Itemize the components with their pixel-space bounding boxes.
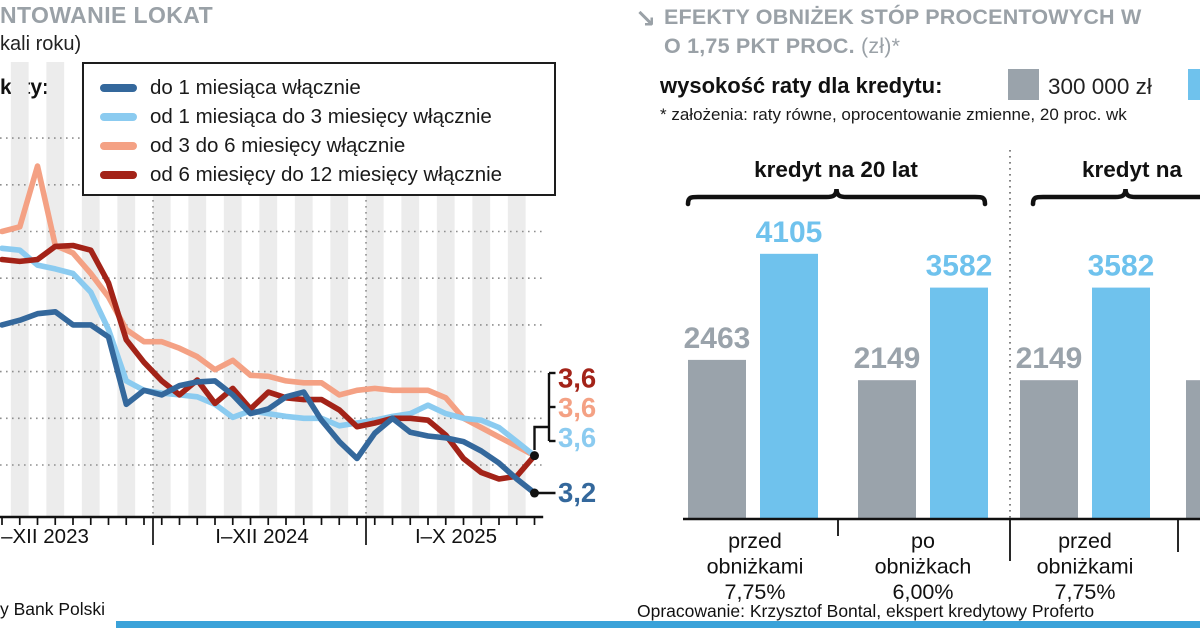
- series-line: [0, 163, 538, 459]
- bar-group-label: przed: [1058, 529, 1112, 553]
- credit-caption: Opracowanie: Krzysztof Bontal, ekspert k…: [637, 601, 1095, 621]
- installment-bar: [760, 253, 818, 519]
- legend-item-label: do 1 miesiąca włącznie: [150, 75, 361, 99]
- assumptions-footnote: * założenia: raty równe, oprocentowanie …: [660, 105, 1127, 124]
- loan-term-section: kredyt na 20 lat 2463 4105 przedobniżkami7,…: [684, 157, 993, 604]
- installment-bar: [1020, 380, 1078, 519]
- loan-300k-swatch: [1008, 69, 1039, 100]
- series-line: [0, 308, 538, 496]
- legend-item-label: od 6 miesięcy do 12 miesięcy włącznie: [150, 162, 503, 186]
- installment-bar: [858, 380, 916, 519]
- section-brace: [1030, 188, 1200, 207]
- source-caption: y Bank Polski: [0, 599, 106, 619]
- trend-arrow-icon: ↘: [635, 5, 656, 33]
- svg-text:3,6: 3,6: [558, 363, 596, 394]
- right-chart-title: EFEKTY OBNIŻEK STÓP PROCENTOWYCH W O 1,7…: [664, 3, 1141, 61]
- loan-installments-bar-chart: kredyt na 20 lat24634105przedobniżkami7,…: [683, 150, 1200, 604]
- installment-bar: [688, 359, 746, 519]
- bar-group-label: obniżkami: [707, 555, 804, 579]
- legend-swatch-icon: [100, 83, 137, 92]
- section-brace: [685, 188, 988, 207]
- svg-text:I–X 2025: I–X 2025: [415, 525, 497, 548]
- right-chart-title-line1: EFEKTY OBNIŻEK STÓP PROCENTOWYCH W: [664, 5, 1142, 29]
- left-chart-title: NTOWANIE LOKAT: [0, 2, 214, 28]
- legend-item-label: od 1 miesiąca do 3 miesięcy włącznie: [150, 104, 492, 128]
- end-value-labels: 3,63,63,63,2: [558, 363, 596, 509]
- legend-swatch-icon: [100, 170, 137, 179]
- bar-group-label: 6,00%: [893, 580, 954, 604]
- legend-item: do 1 miesiąca włącznie: [100, 73, 554, 102]
- legend-item: od 3 do 6 miesięcy włącznie: [100, 131, 554, 160]
- loan-500k-swatch-partial: [1188, 69, 1200, 100]
- bar-group-label: obniżkami: [1037, 555, 1134, 579]
- bar-group-label: po: [911, 529, 935, 553]
- installment-legend-label: wysokość raty dla kredytu:: [660, 73, 943, 98]
- svg-text:3,6: 3,6: [558, 392, 596, 423]
- legend-swatch-icon: [100, 141, 137, 150]
- endpoint-dots: [530, 451, 539, 498]
- bar-value-label: 3582: [1088, 250, 1155, 283]
- bar-value-label: 2149: [1016, 342, 1083, 375]
- bar-value-label: 3582: [926, 250, 993, 283]
- bar-value-label: 4105: [756, 216, 823, 249]
- bar-group-label: przed: [728, 529, 782, 553]
- svg-text:3,6: 3,6: [558, 422, 596, 453]
- bar-value-label: 2463: [684, 322, 751, 355]
- installment-bar-partial: [1186, 380, 1200, 519]
- legend-item: od 1 miesiąca do 3 miesięcy włącznie: [100, 102, 554, 131]
- installment-bar: [1092, 287, 1150, 519]
- bar-group-label: 7,75%: [1055, 580, 1116, 604]
- x-axis: –XII 2023 I–XII 2024 I–X 2025: [0, 515, 544, 548]
- bottom-blue-strip: [116, 621, 1200, 628]
- legend-item: od 6 miesięcy do 12 miesięcy włącznie: [100, 160, 554, 189]
- legend-item-label: od 3 do 6 miesięcy włącznie: [150, 133, 406, 157]
- section-label: kredyt na: [1082, 157, 1183, 182]
- section-label: kredyt na 20 lat: [754, 157, 918, 182]
- series-line: [0, 245, 538, 459]
- installment-bar: [930, 287, 988, 519]
- svg-text:3,2: 3,2: [558, 477, 596, 508]
- left-chart-subtitle: kali roku): [0, 33, 82, 55]
- right-chart-title-line2: O 1,75 PKT PROC. (zł)*: [664, 34, 901, 58]
- legend-swatch-icon: [100, 112, 137, 121]
- svg-text:I–XII 2024: I–XII 2024: [215, 525, 308, 548]
- loan-300k-label: 300 000 zł: [1048, 74, 1152, 99]
- svg-text:–XII 2023: –XII 2023: [1, 525, 89, 548]
- bar-x-axis: [683, 517, 1200, 561]
- bar-group-label: 7,75%: [725, 580, 786, 604]
- bar-group-label: obniżkach: [875, 555, 972, 579]
- deposit-legend-box: do 1 miesiąca włącznie od 1 miesiąca do 3…: [82, 62, 556, 196]
- bar-value-label: 2149: [854, 342, 921, 375]
- end-label-bracket: [533, 371, 556, 495]
